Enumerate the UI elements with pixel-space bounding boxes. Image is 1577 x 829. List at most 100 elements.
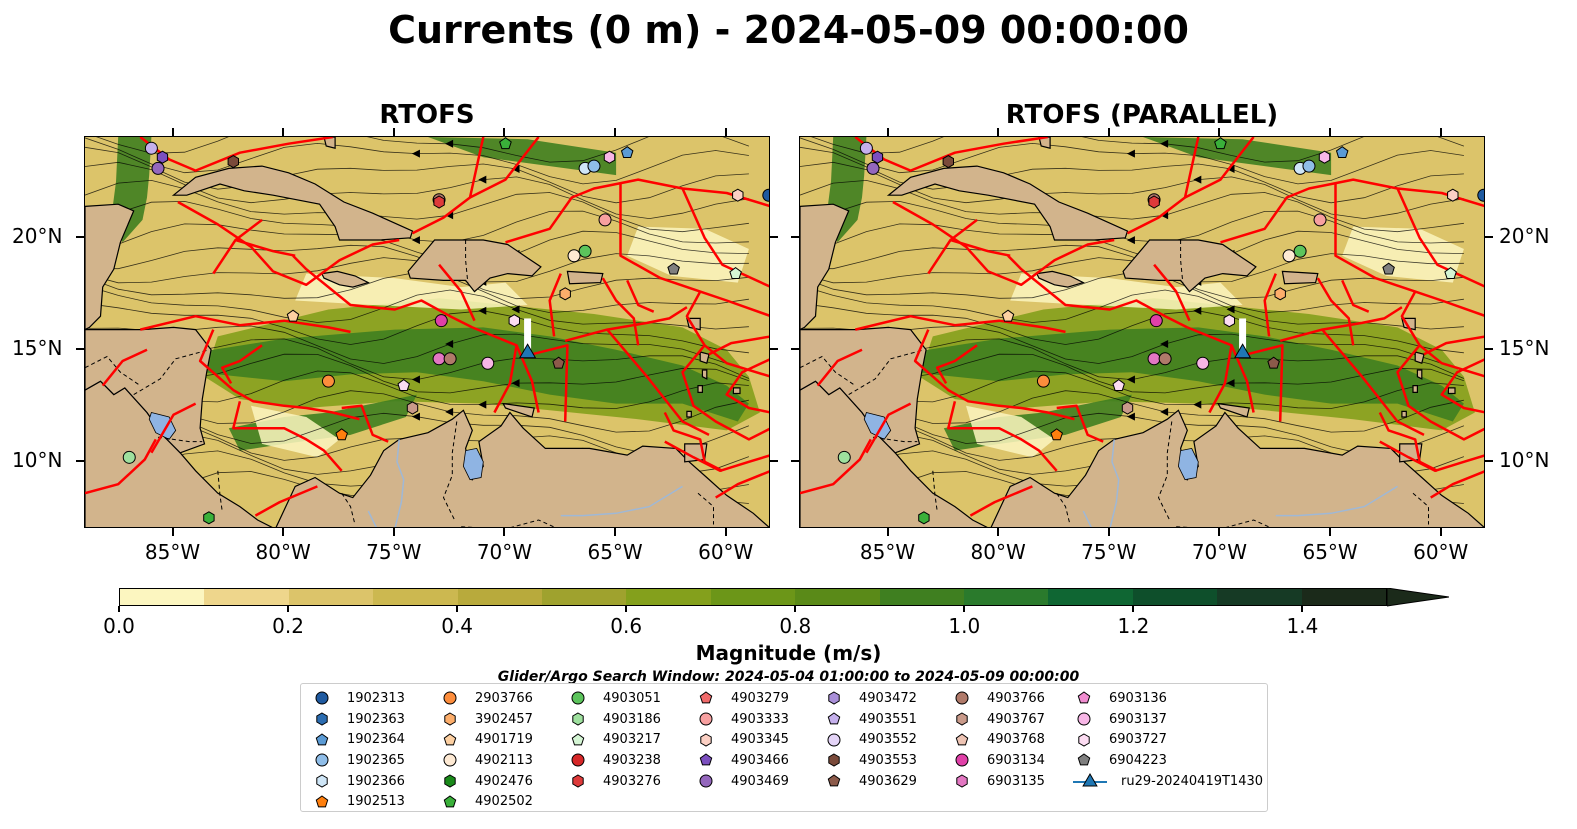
figure-title: Currents (0 m) - 2024-05-09 00:00:00 xyxy=(388,8,1189,52)
colorbar-segment-12 xyxy=(1132,589,1218,605)
legend-marker xyxy=(315,733,329,746)
streamline-15 xyxy=(800,223,1464,264)
country-border-4 xyxy=(341,492,356,525)
streamline-14 xyxy=(800,244,1464,283)
eez-boundary-6 xyxy=(913,329,1075,421)
legend-glider-marker xyxy=(1082,773,1098,787)
legend-label: 1902313 xyxy=(347,690,405,706)
legend-marker xyxy=(699,691,713,704)
eez-boundary-32 xyxy=(101,348,148,387)
legend-entry: 4901719 xyxy=(439,729,533,750)
lon-tick-label: 60°W xyxy=(698,540,754,564)
argo-float-marker-18 xyxy=(1274,287,1286,301)
land-yucatan xyxy=(85,203,135,331)
eez-boundary-20 xyxy=(626,279,655,313)
country-border-5 xyxy=(1157,421,1173,521)
streamline-11 xyxy=(800,285,1464,330)
colorbar-tick xyxy=(118,606,120,612)
legend-label: 1902363 xyxy=(347,711,405,727)
legend-marker xyxy=(699,774,713,788)
legend-symbol-pentagon xyxy=(315,733,329,746)
legend-entry: 6903727 xyxy=(1073,729,1263,750)
colorbar-segment-3 xyxy=(373,589,458,605)
lon-tick-top xyxy=(1439,128,1442,136)
legend-label: ru29-20240419T1430 xyxy=(1121,773,1264,789)
legend-marker xyxy=(827,712,841,725)
colorbar-segment-1 xyxy=(204,589,289,605)
country-border-5 xyxy=(442,421,458,521)
legend-entry: 4903466 xyxy=(695,750,789,771)
legend-label: 1902366 xyxy=(347,773,405,789)
argo-float-marker-22 xyxy=(1147,352,1161,366)
country-border-2 xyxy=(872,436,918,443)
current-calm-bay xyxy=(251,405,340,458)
legend-entry: 4903472 xyxy=(823,688,917,709)
legend-entry: 4903553 xyxy=(823,750,917,771)
argo-float-marker-23 xyxy=(443,352,457,366)
eez-boundary-28 xyxy=(1316,277,1355,346)
land-lesser-antilles-stlucia xyxy=(1416,369,1423,380)
legend-symbol-hexagon xyxy=(700,733,712,747)
eez-boundary-16 xyxy=(411,137,485,235)
legend-label: 6904223 xyxy=(1109,752,1167,768)
land-cuba xyxy=(171,165,414,241)
streamline-arrow xyxy=(511,379,520,388)
river-orinoco xyxy=(560,485,683,517)
legend-label: 6903136 xyxy=(1109,690,1167,706)
land-honduras-nicaragua xyxy=(800,326,927,454)
argo-float-marker-15 xyxy=(567,249,581,263)
current-band-caribbean xyxy=(177,327,749,422)
legend-symbol-hexagon xyxy=(572,712,584,726)
lon-tick-bottom xyxy=(1329,528,1332,536)
legend-marker xyxy=(955,691,969,705)
argo-float-marker-21 xyxy=(1223,314,1235,328)
colorbar xyxy=(119,588,1387,606)
eez-boundary-4 xyxy=(1007,254,1188,329)
legend-symbol-pentagon xyxy=(571,733,585,746)
legend-symbol-circle xyxy=(443,691,457,705)
lat-tick xyxy=(1485,459,1493,462)
eez-boundary-29 xyxy=(664,440,769,473)
lon-tick-bottom xyxy=(171,528,174,536)
legend-symbol-glider xyxy=(1073,773,1107,787)
country-border-3 xyxy=(217,470,223,512)
legend-label: 4903466 xyxy=(731,752,789,768)
legend-symbol-circle xyxy=(699,774,713,788)
lon-tick-label: 60°W xyxy=(1413,540,1469,564)
lat-tick-label: 20°N xyxy=(12,223,63,248)
lat-tick-label: 15°N xyxy=(12,335,63,360)
legend-entry: 6903134 xyxy=(951,750,1045,771)
colorbar-segment-7 xyxy=(710,589,796,605)
lon-tick-label: 80°W xyxy=(970,540,1026,564)
glider-track xyxy=(1239,318,1247,355)
colorbar-tick xyxy=(1301,606,1304,612)
eez-boundary-33 xyxy=(969,485,1033,517)
legend-column: 2903766 3902457 4901719 4902113 4902476 49025… xyxy=(439,688,533,812)
legend-marker xyxy=(571,691,585,705)
lon-tick-label: 65°W xyxy=(587,540,643,564)
legend-entry: 4903051 xyxy=(567,688,661,709)
land-lesser-antilles-grenada xyxy=(686,410,692,418)
legend-label: 4901719 xyxy=(475,732,533,748)
argo-float-marker-10 xyxy=(732,188,744,202)
legend-symbol-circle xyxy=(955,753,969,767)
eez-boundary-5 xyxy=(140,314,351,334)
eez-boundary-18 xyxy=(1220,178,1484,244)
lat-tick xyxy=(770,459,778,462)
land-lesser-antilles-martinique xyxy=(699,351,710,364)
lat-tick xyxy=(1485,235,1493,238)
legend-entry: 1902364 xyxy=(311,729,405,750)
lat-tick xyxy=(770,347,778,350)
legend-entry: 1902365 xyxy=(311,750,405,771)
argo-float-marker-18 xyxy=(559,287,571,301)
eez-boundary-9 xyxy=(341,404,389,443)
current-calm-east xyxy=(1342,226,1464,283)
colorbar-segment-8 xyxy=(795,589,880,605)
eez-boundary-24 xyxy=(681,344,769,441)
lon-tick-top xyxy=(1107,128,1110,136)
lat-tick-label: 10°N xyxy=(12,447,63,472)
streamline-arrow xyxy=(1226,379,1235,388)
argo-float-marker-9 xyxy=(762,188,769,202)
argo-float-marker-0 xyxy=(144,141,158,155)
legend-symbol-hexagon xyxy=(828,753,840,767)
